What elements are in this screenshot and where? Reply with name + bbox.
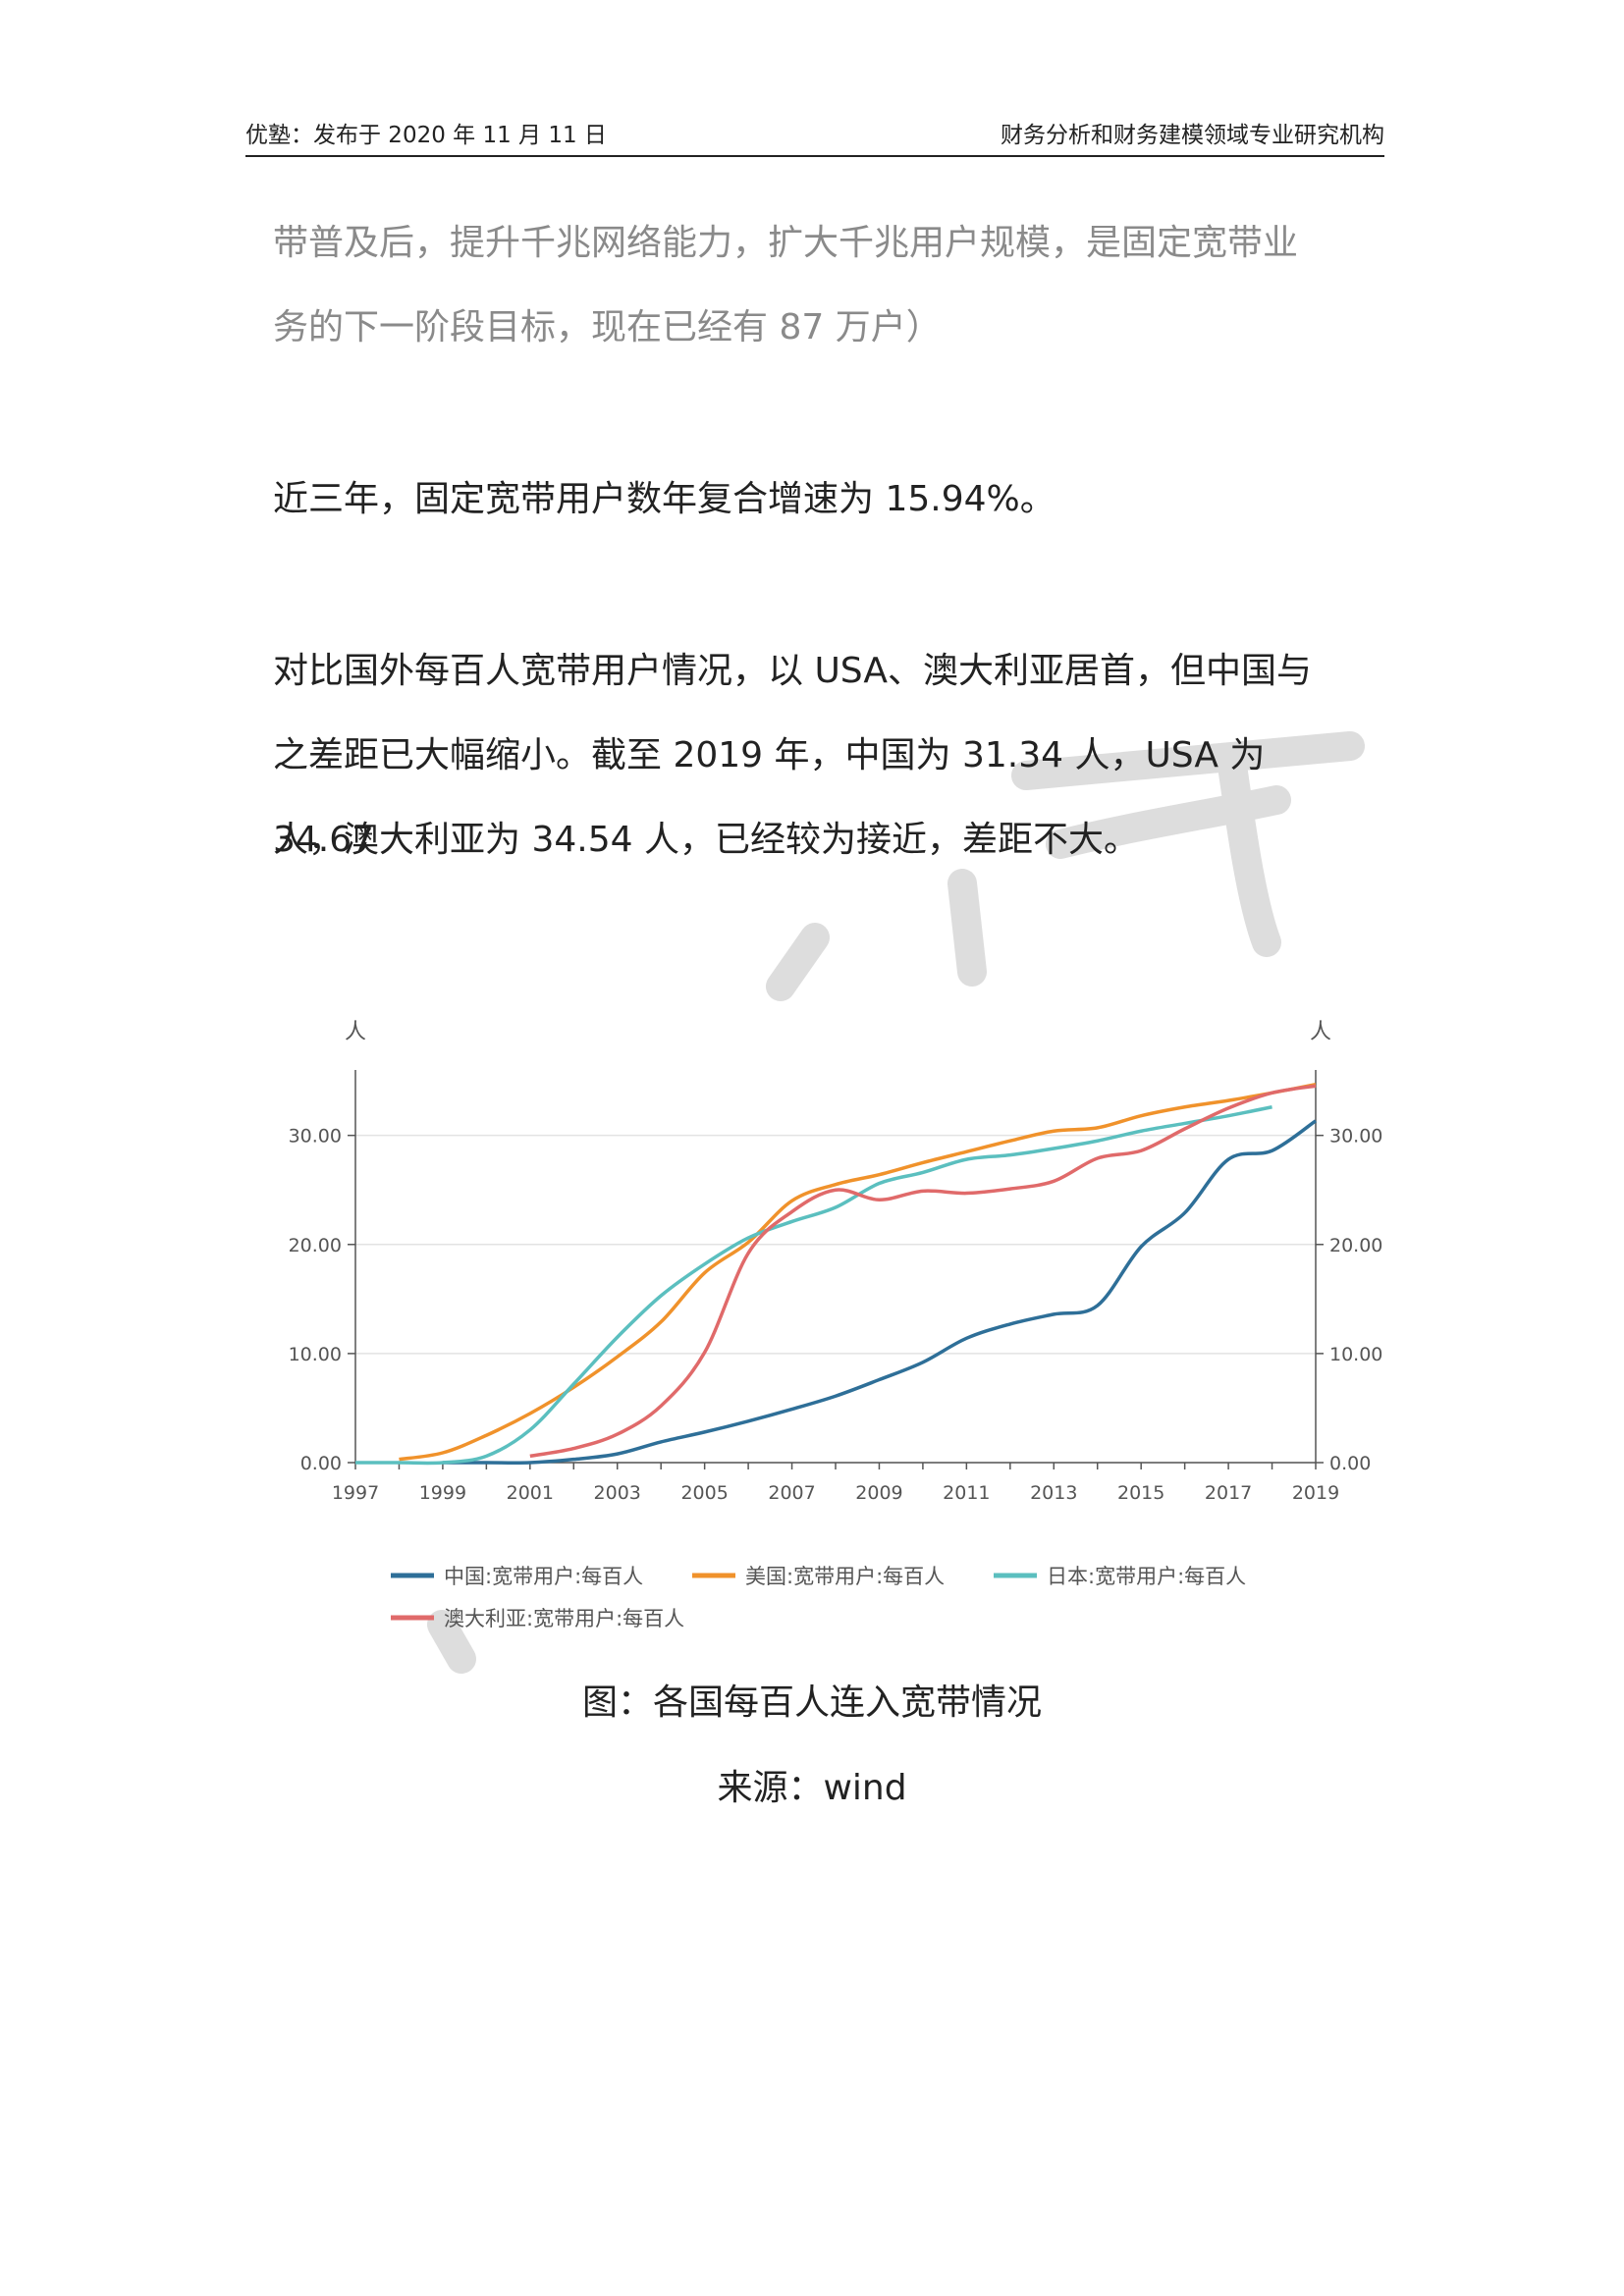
x-tick-label: 2007 <box>768 1482 815 1504</box>
series-line-3 <box>529 1084 1317 1459</box>
paragraph-growth-rate: 近三年，固定宽带用户数年复合增速为 15.94%。 <box>273 479 1056 519</box>
x-tick-label: 2015 <box>1117 1482 1164 1504</box>
x-tick-label: 1999 <box>419 1482 466 1504</box>
figure-source: 来源：wind <box>717 1768 907 1808</box>
chart-background <box>353 1060 1319 1482</box>
header-publish-date: 优塾：发布于 2020 年 11 月 11 日 <box>245 123 607 148</box>
series-line-1 <box>399 1083 1317 1462</box>
legend-label-3: 澳大利亚:宽带用户:每百人 <box>444 1607 684 1630</box>
paragraph-comparison-line-3: 人，澳大利亚为 34.54 人，已经较为接近，差距不大。 <box>273 820 1139 860</box>
x-tick-label: 2011 <box>943 1482 990 1504</box>
x-tick-label: 2001 <box>507 1482 554 1504</box>
paragraph-line-1: 带普及后，提升千兆网络能力，扩大千兆用户规模，是固定宽带业 <box>273 223 1299 263</box>
legend-label-0: 中国:宽带用户:每百人 <box>444 1565 643 1588</box>
series-line-0 <box>442 1119 1318 1465</box>
x-tick-label: 2017 <box>1205 1482 1252 1504</box>
header-organization: 财务分析和财务建模领域专业研究机构 <box>1001 123 1384 148</box>
page-header: 优塾：发布于 2020 年 11 月 11 日 财务分析和财务建模领域专业研究机… <box>245 116 1384 157</box>
y-tick-label-left: 30.00 <box>289 1126 342 1148</box>
y-tick-label-right: 10.00 <box>1329 1344 1382 1365</box>
x-tick-label: 2013 <box>1030 1482 1077 1504</box>
figure-caption: 图：各国每百人连入宽带情况 <box>581 1682 1042 1723</box>
chart-series-lines <box>355 1083 1318 1466</box>
y-tick-label-left: 10.00 <box>289 1344 342 1365</box>
legend-label-1: 美国:宽带用户:每百人 <box>745 1565 945 1588</box>
x-tick-label: 2009 <box>855 1482 902 1504</box>
chart-legend: 中国:宽带用户:每百人 美国:宽带用户:每百人 日本:宽带用户:每百人澳大利亚:宽带… <box>391 1565 1246 1630</box>
y-tick-label-right: 0.00 <box>1329 1453 1371 1474</box>
x-tick-label: 1997 <box>332 1482 379 1504</box>
y-axis-unit-right: 人 <box>1310 1020 1331 1044</box>
series-line-2 <box>355 1105 1272 1466</box>
y-tick-label-right: 20.00 <box>1329 1235 1382 1256</box>
y-tick-label-right: 30.00 <box>1329 1126 1382 1148</box>
paragraph-comparison-line-2: 之差距已大幅缩小。截至 2019 年，中国为 31.34 人，USA 为 34.… <box>273 735 1266 860</box>
x-tick-label: 2005 <box>680 1482 728 1504</box>
y-tick-label-left: 20.00 <box>289 1235 342 1256</box>
x-tick-label: 2019 <box>1292 1482 1339 1504</box>
y-axis-unit-left: 人 <box>345 1020 366 1044</box>
paragraph-line-2: 务的下一阶段目标，现在已经有 87 万户） <box>273 307 942 347</box>
y-tick-label-left: 0.00 <box>300 1453 342 1474</box>
x-tick-label: 2003 <box>594 1482 641 1504</box>
legend-label-2: 日本:宽带用户:每百人 <box>1047 1565 1246 1588</box>
chart-axes: 0.00 0.00 10.00 10.00 20.00 20.00 30.00 30.00 人 人… <box>289 1020 1383 1504</box>
paragraph-comparison-line-1: 对比国外每百人宽带用户情况，以 USA、澳大利亚居首，但中国与 <box>273 651 1312 691</box>
broadband-per-hundred-chart: 0.00 0.00 10.00 10.00 20.00 20.00 30.00 30.00 人 人… <box>289 1020 1383 1630</box>
